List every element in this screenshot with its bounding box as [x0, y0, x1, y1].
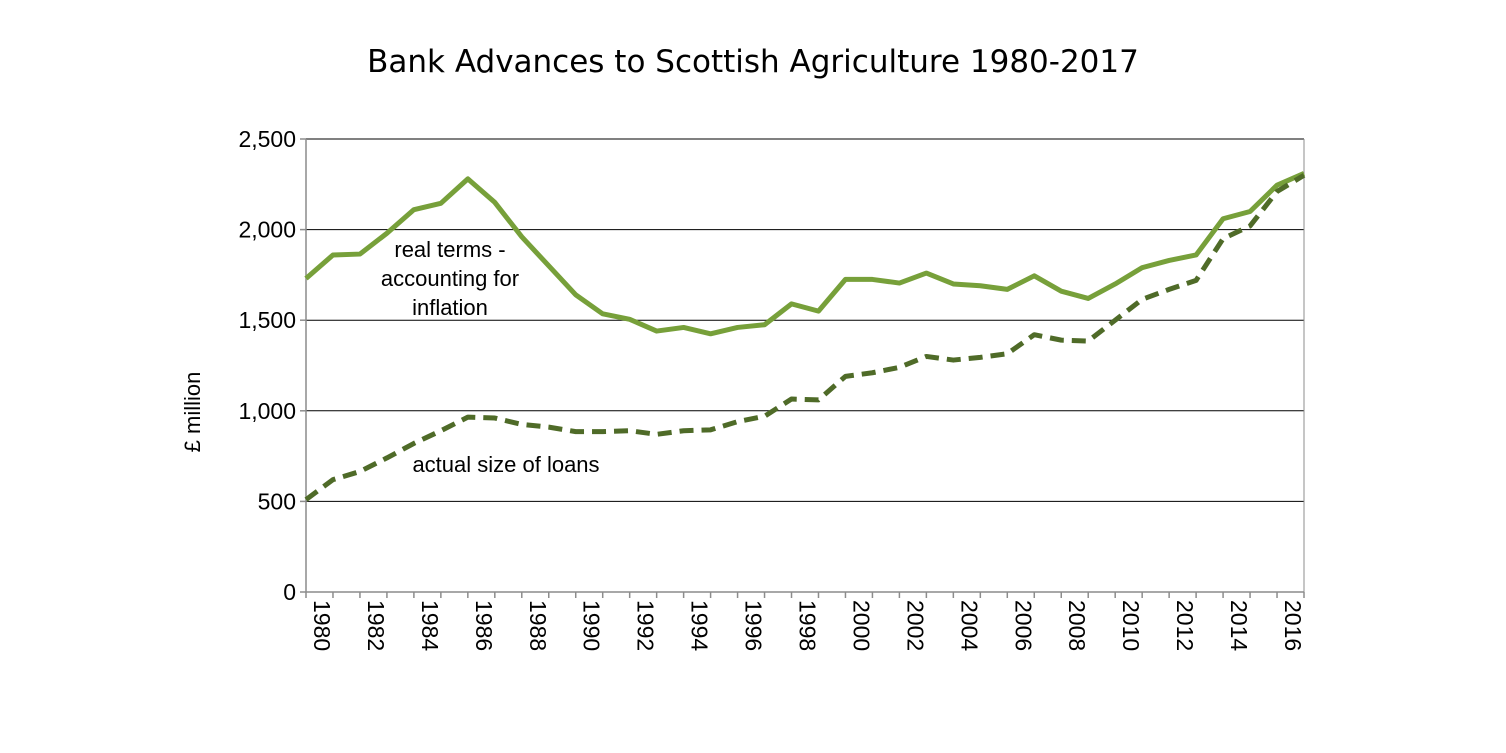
x-axis: 1980 1982 1984 1986 1988 1990 1992 1994 1996 1998…	[305, 591, 1306, 651]
x-tick-label: 1980	[309, 600, 335, 651]
real-terms-label: real terms -	[394, 237, 505, 262]
x-tick-label: 1988	[525, 600, 551, 651]
real-terms-label: inflation	[412, 295, 488, 320]
x-tick-label: 2000	[848, 600, 874, 651]
series-lines	[304, 171, 1306, 502]
x-tick-label: 2002	[902, 600, 928, 651]
series-line-actual	[304, 173, 1306, 502]
series-line-real	[304, 171, 1306, 337]
x-tick-label: 2014	[1226, 600, 1252, 651]
x-tick-label: 1992	[633, 600, 659, 651]
x-tick-label: 1984	[417, 600, 443, 651]
y-axis-label: £ million	[180, 372, 205, 453]
y-tick-label: 1,500	[238, 307, 296, 333]
y-tick-label: 500	[258, 488, 296, 514]
x-tick-label: 2008	[1064, 600, 1090, 651]
y-tick-label: 1,000	[238, 398, 296, 424]
gridlines	[306, 138, 1305, 592]
x-tick-label: 1998	[795, 600, 821, 651]
x-tick-label: 2012	[1172, 600, 1198, 651]
x-tick-label: 1990	[579, 600, 605, 651]
x-tick-label: 2016	[1280, 600, 1306, 651]
series-labels: real terms - accounting for inflation actua…	[381, 237, 600, 477]
x-tick-label: 2010	[1118, 600, 1144, 651]
y-tick-label: 2,000	[238, 217, 296, 243]
x-tick-label: 1986	[471, 600, 497, 651]
real-terms-label: accounting for	[381, 266, 519, 291]
x-tick-label: 1982	[363, 600, 389, 651]
x-tick-label: 1994	[687, 600, 713, 651]
actual-loans-label: actual size of loans	[412, 452, 599, 477]
chart-title: Bank Advances to Scottish Agriculture 19…	[367, 44, 1139, 80]
x-tick-label: 2004	[956, 600, 982, 651]
x-tick-label: 2006	[1010, 600, 1036, 651]
y-axis: 0 500 1,000 1,500 2,000 2,500	[238, 126, 307, 605]
y-tick-label: 0	[283, 579, 296, 605]
y-tick-label: 2,500	[238, 126, 296, 152]
x-tick-label: 1996	[741, 600, 767, 651]
